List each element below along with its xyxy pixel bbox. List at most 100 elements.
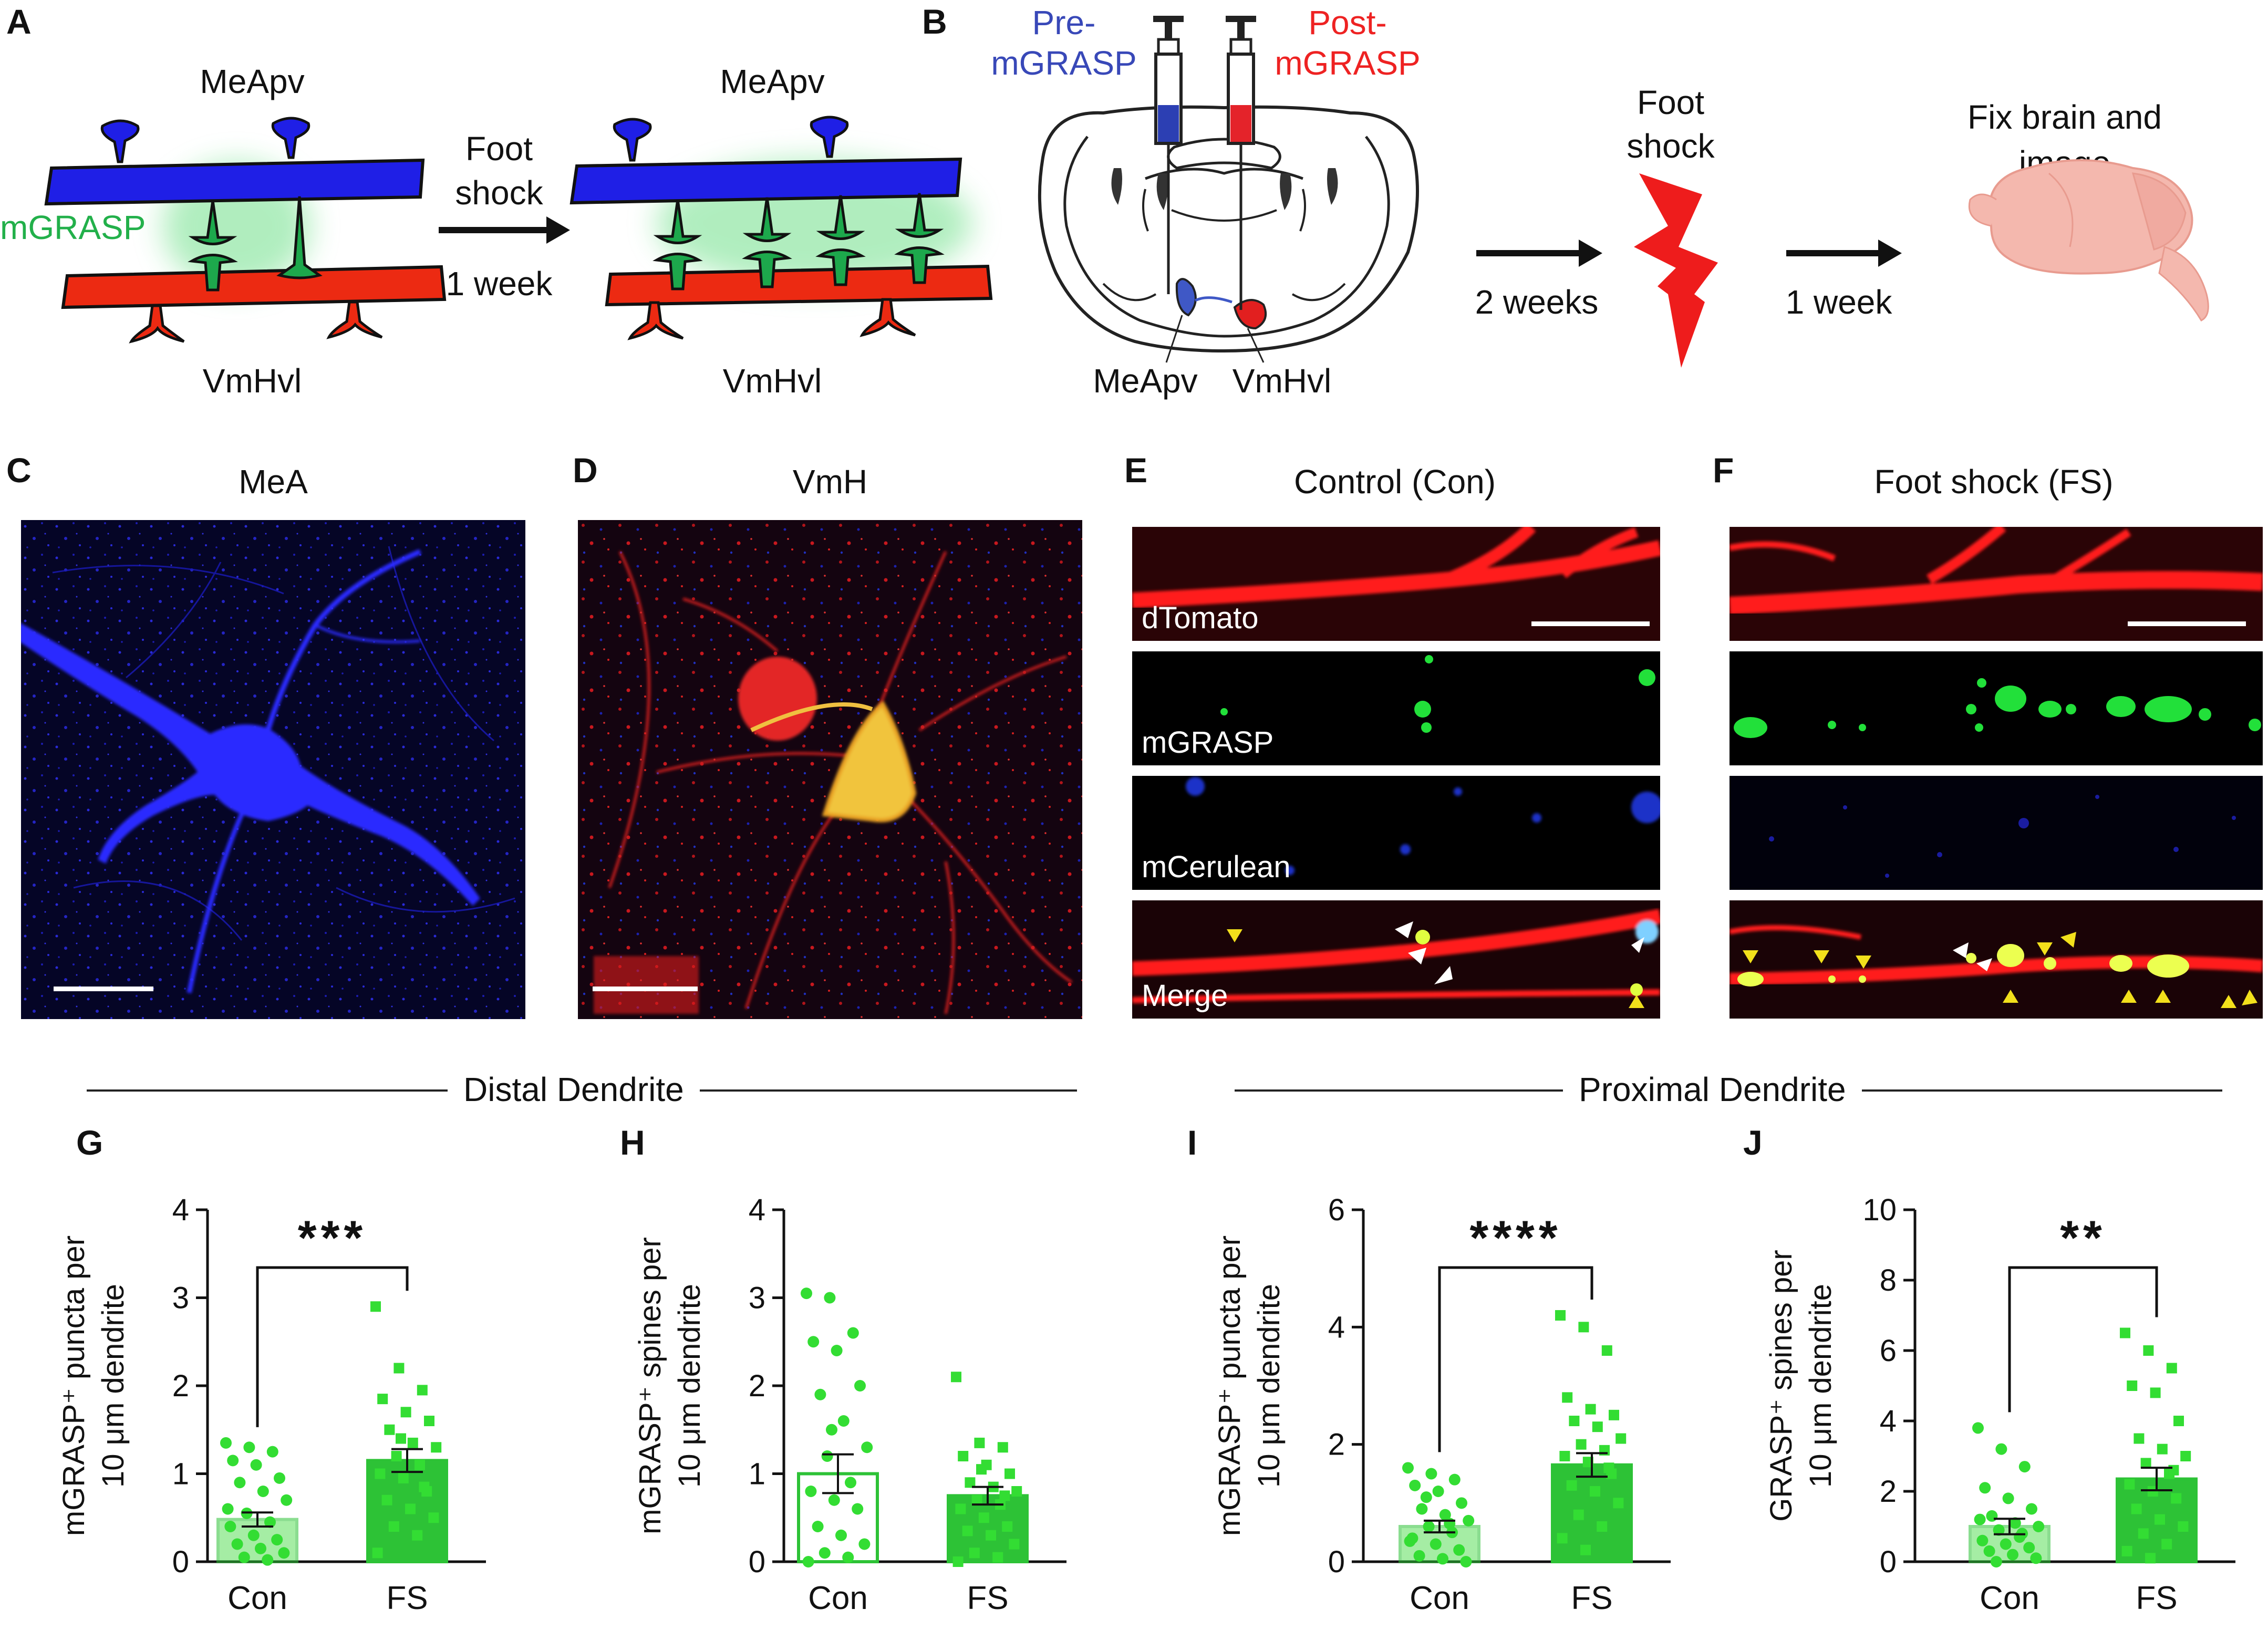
channel-label-dtomato: dTomato	[1142, 601, 1259, 635]
panel-e-title: Control (Con)	[1293, 463, 1496, 501]
data-point-fs	[958, 1451, 969, 1461]
panel-letter-j: J	[1743, 1123, 1763, 1162]
data-point-con	[854, 1380, 866, 1392]
data-point-con	[255, 1542, 266, 1554]
data-point-con	[1979, 1482, 1991, 1494]
data-point-fs	[400, 1407, 411, 1418]
category-label-fs: FS	[967, 1580, 1008, 1616]
data-point-con	[2026, 1503, 2037, 1515]
scale-bar	[1531, 621, 1650, 626]
data-point-fs	[377, 1394, 388, 1405]
data-point-con	[1420, 1491, 1432, 1503]
data-point-con	[1430, 1538, 1442, 1550]
panel-a-arrow-text-week: 1 week	[446, 265, 553, 303]
data-point-fs	[428, 1512, 439, 1523]
data-point-con	[243, 1441, 255, 1453]
mgrasp-label: mGRASP	[0, 209, 146, 246]
data-point-con	[262, 1554, 274, 1566]
y-tick-label: 0	[1880, 1545, 1897, 1579]
category-label-fs: FS	[386, 1580, 428, 1616]
panel-a-arrow-text-shock: shock	[455, 174, 543, 212]
data-point-fs	[1002, 1521, 1013, 1532]
data-point-fs	[412, 1530, 423, 1541]
data-point-fs	[393, 1363, 405, 1374]
data-point-con	[274, 1472, 285, 1484]
foot-shock-merge-strip	[1730, 900, 2263, 1019]
bar-fs	[1551, 1463, 1633, 1563]
panel-a-diagram	[44, 116, 993, 344]
panel-a-bottom-region-label: VmHvl	[202, 362, 302, 400]
data-point-fs	[1597, 1521, 1608, 1532]
data-point-con	[2002, 1492, 2014, 1504]
y-axis-label: mGRASP⁺ puncta per 10 μm dendrite	[57, 1236, 130, 1536]
data-point-con	[831, 1345, 843, 1356]
data-point-con	[2014, 1531, 2026, 1543]
data-point-fs	[424, 1416, 434, 1426]
data-point-con	[1995, 1443, 2007, 1455]
data-point-con	[238, 1551, 250, 1563]
data-point-con	[824, 1292, 836, 1304]
data-point-con	[1983, 1545, 1995, 1557]
data-point-con	[1404, 1535, 1416, 1547]
data-point-fs	[2178, 1521, 2189, 1532]
data-point-fs	[1609, 1409, 1619, 1420]
data-point-fs	[1559, 1451, 1570, 1461]
data-point-fs	[976, 1464, 987, 1475]
significance-bracket	[2008, 1266, 2158, 1413]
panel-letter-h: H	[620, 1123, 645, 1162]
y-tick-label: 10	[1862, 1193, 1897, 1227]
data-point-con	[805, 1486, 817, 1497]
data-point-fs	[2121, 1545, 2132, 1556]
scale-bar	[54, 987, 153, 991]
y-axis-label-line2: 10 μm dendrite	[96, 1284, 130, 1488]
significance-bracket	[256, 1266, 409, 1427]
data-point-fs	[2143, 1345, 2154, 1356]
channel-label-mgrasp: mGRASP	[1142, 725, 1274, 760]
data-point-con	[1402, 1462, 1414, 1474]
data-point-fs	[384, 1424, 395, 1435]
data-point-fs	[419, 1481, 430, 1492]
distal-dendrite-title: Distal Dendrite	[448, 1073, 700, 1106]
y-axis-label-line1: mGRASP⁺ puncta per	[1213, 1236, 1247, 1536]
y-tick-label: 2	[749, 1369, 765, 1403]
scale-bar	[2128, 621, 2246, 626]
data-point-con	[828, 1494, 840, 1506]
y-tick-label: 2	[172, 1369, 189, 1403]
y-axis-label-line2: 10 μm dendrite	[672, 1284, 707, 1488]
data-point-con	[234, 1477, 246, 1489]
data-point-fs	[1601, 1345, 1612, 1356]
y-tick-label: 8	[1880, 1263, 1897, 1297]
data-point-fs	[375, 1468, 386, 1479]
panel-b-shock-label-2: shock	[1627, 127, 1715, 165]
category-label-fs: FS	[2136, 1580, 2177, 1616]
data-point-con	[1432, 1486, 1444, 1497]
channel-label-merge: Merge	[1142, 979, 1228, 1013]
data-point-fs	[2155, 1514, 2165, 1525]
panel-b-vmhvl-label: VmHvl	[1232, 362, 1332, 400]
data-point-fs	[2147, 1486, 2158, 1497]
y-axis-label: mGRASP⁺ spines per 10 μm dendrite	[633, 1237, 707, 1534]
vmh-micrograph	[578, 520, 1082, 1019]
data-point-fs	[2134, 1433, 2145, 1444]
data-point-fs	[1578, 1322, 1589, 1333]
data-point-con	[266, 1446, 278, 1458]
data-point-fs	[955, 1503, 966, 1514]
y-tick-label: 0	[172, 1545, 189, 1579]
data-point-fs	[2173, 1416, 2184, 1426]
y-axis-label-line1: GRASP⁺ spines per	[1764, 1250, 1798, 1521]
data-point-fs	[372, 1548, 383, 1559]
data-point-fs	[1557, 1533, 1568, 1544]
data-point-con	[271, 1534, 283, 1546]
pre-mgrasp-label-1: Pre-	[1032, 4, 1096, 41]
significance-stars: **	[2060, 1211, 2106, 1265]
data-point-fs	[1580, 1544, 1591, 1555]
data-point-fs	[965, 1477, 976, 1488]
y-axis-label-line2: 10 μm dendrite	[1252, 1284, 1286, 1488]
panel-b-diagram	[1038, 16, 2209, 368]
panel-letter-a: A	[6, 2, 32, 41]
panel-letter-f: F	[1713, 451, 1734, 490]
data-point-fs	[431, 1442, 442, 1453]
channel-label-mcerulean: mCerulean	[1142, 850, 1291, 884]
y-axis-label: mGRASP⁺ puncta per 10 μm dendrite	[1213, 1236, 1286, 1536]
data-point-con	[1974, 1513, 1986, 1525]
